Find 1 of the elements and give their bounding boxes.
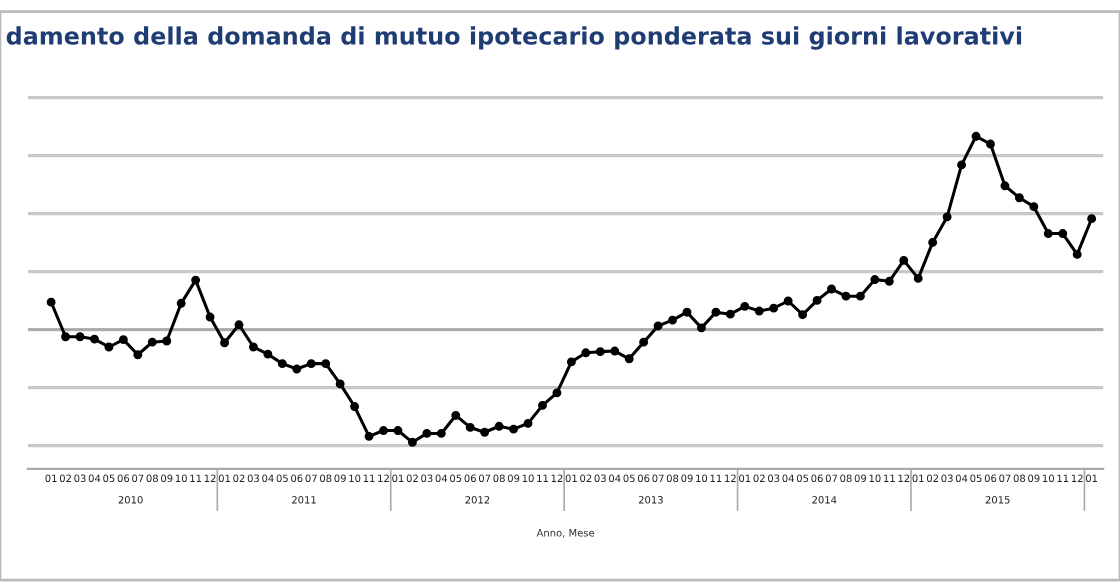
chart-title: damento della domanda di mutuo ipotecario ponderata sui giorni lavorativi: [6, 26, 1022, 50]
